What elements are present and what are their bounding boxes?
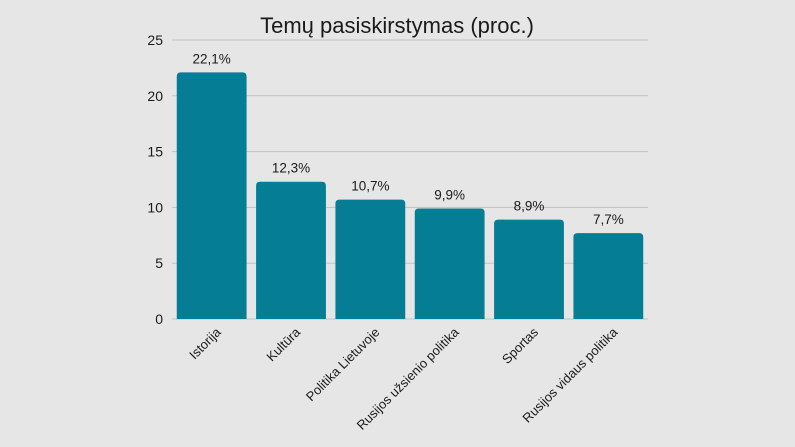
data-label: 10,7% [351,179,389,194]
y-tick-label: 0 [155,311,163,327]
x-axis-labels: Istorija Kultūra Politika LietuvojeRusijos… [186,324,621,433]
data-label: 7,7% [593,212,624,227]
gridlines [172,39,648,320]
y-tick-label: 15 [147,144,163,160]
data-label: 22,1% [193,51,231,66]
bar [573,233,644,319]
bars [176,72,644,319]
chart-title: Temų pasiskirstymas (proc.) [260,13,534,38]
data-label: 8,9% [514,199,545,214]
x-tick-label: Kultūra [263,324,303,364]
x-tick-label: Politika Lietuvoje [303,325,383,405]
bar [494,219,564,319]
x-tick-label: Istorija [186,324,224,362]
data-label: 12,3% [272,161,310,176]
x-tick-label: Sportas [499,324,542,367]
y-tick-label: 20 [147,88,163,104]
bar [176,72,247,319]
bar [335,199,406,319]
y-tick-label: 10 [147,199,163,215]
bar [414,208,485,319]
y-tick-label: 5 [155,255,163,271]
data-label: 9,9% [434,188,465,203]
bar [256,181,326,319]
y-tick-label: 25 [147,32,163,48]
data-labels: 22,1% 12,3% 10,7% 9,9% 8,9% 7,7% [193,51,624,227]
y-axis-ticks: 0 5 10 15 20 25 [147,32,163,327]
